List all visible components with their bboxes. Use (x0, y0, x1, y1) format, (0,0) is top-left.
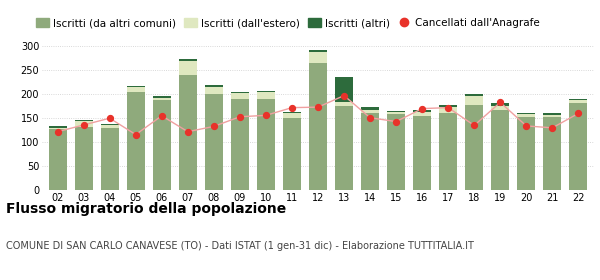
Bar (74, 120, 93, 121)
Bar (413, 110, 431, 113)
Bar (361, 107, 379, 109)
Bar (465, 94, 484, 96)
Bar (543, 113, 562, 115)
Bar (127, 87, 145, 92)
Bar (309, 63, 327, 190)
Bar (231, 99, 249, 190)
Bar (543, 115, 562, 117)
Bar (439, 107, 457, 113)
Bar (439, 105, 457, 107)
Bar (491, 109, 509, 190)
Point (79, 123, 88, 127)
Bar (517, 113, 535, 114)
Point (287, 105, 297, 110)
Point (365, 115, 375, 120)
Bar (387, 114, 405, 190)
Point (209, 124, 218, 129)
Bar (152, 100, 171, 190)
Point (53, 129, 62, 134)
Bar (387, 112, 405, 114)
Bar (101, 128, 119, 190)
Point (235, 115, 245, 119)
Text: COMUNE DI SAN CARLO CANAVESE (TO) - Dati ISTAT (1 gen-31 dic) - Elaborazione TUT: COMUNE DI SAN CARLO CANAVESE (TO) - Dati… (6, 241, 474, 251)
Bar (74, 121, 93, 127)
Bar (361, 109, 379, 113)
Bar (283, 113, 301, 118)
Bar (49, 129, 67, 190)
Bar (205, 87, 223, 94)
Point (313, 105, 323, 109)
Bar (101, 125, 119, 128)
Point (261, 113, 271, 118)
Bar (257, 92, 275, 99)
Bar (335, 106, 353, 190)
Bar (491, 103, 509, 106)
Point (418, 106, 427, 111)
Bar (127, 86, 145, 87)
Text: Flusso migratorio della popolazione: Flusso migratorio della popolazione (6, 202, 286, 216)
Bar (517, 117, 535, 190)
Bar (257, 99, 275, 190)
Bar (491, 106, 509, 109)
Point (183, 129, 193, 134)
Point (548, 126, 557, 130)
Bar (179, 75, 197, 190)
Bar (152, 97, 171, 100)
Bar (361, 113, 379, 190)
Bar (465, 105, 484, 190)
Bar (231, 92, 249, 93)
Point (391, 119, 401, 124)
Bar (283, 118, 301, 190)
Point (105, 116, 115, 120)
Bar (517, 114, 535, 117)
Point (469, 123, 479, 128)
Bar (465, 96, 484, 105)
Point (521, 124, 531, 128)
Bar (152, 96, 171, 97)
Bar (127, 92, 145, 190)
Bar (335, 102, 353, 106)
Bar (205, 85, 223, 87)
Bar (49, 126, 67, 128)
Bar (439, 113, 457, 190)
Point (574, 111, 583, 116)
Bar (309, 52, 327, 63)
Bar (387, 111, 405, 112)
Bar (543, 117, 562, 190)
Point (496, 100, 505, 104)
Legend: Iscritti (da altri comuni), Iscritti (dall'estero), Iscritti (altri), Cancellati: Iscritti (da altri comuni), Iscritti (da… (36, 18, 539, 28)
Bar (49, 128, 67, 129)
Point (157, 114, 167, 118)
Bar (569, 101, 587, 103)
Point (131, 132, 140, 137)
Bar (413, 116, 431, 190)
Bar (179, 59, 197, 61)
Point (443, 105, 453, 110)
Bar (231, 93, 249, 99)
Bar (257, 91, 275, 92)
Bar (413, 113, 431, 116)
Bar (309, 50, 327, 52)
Bar (179, 61, 197, 75)
Bar (569, 103, 587, 190)
Bar (205, 94, 223, 190)
Bar (335, 77, 353, 102)
Point (339, 93, 349, 98)
Bar (569, 99, 587, 101)
Bar (74, 127, 93, 190)
